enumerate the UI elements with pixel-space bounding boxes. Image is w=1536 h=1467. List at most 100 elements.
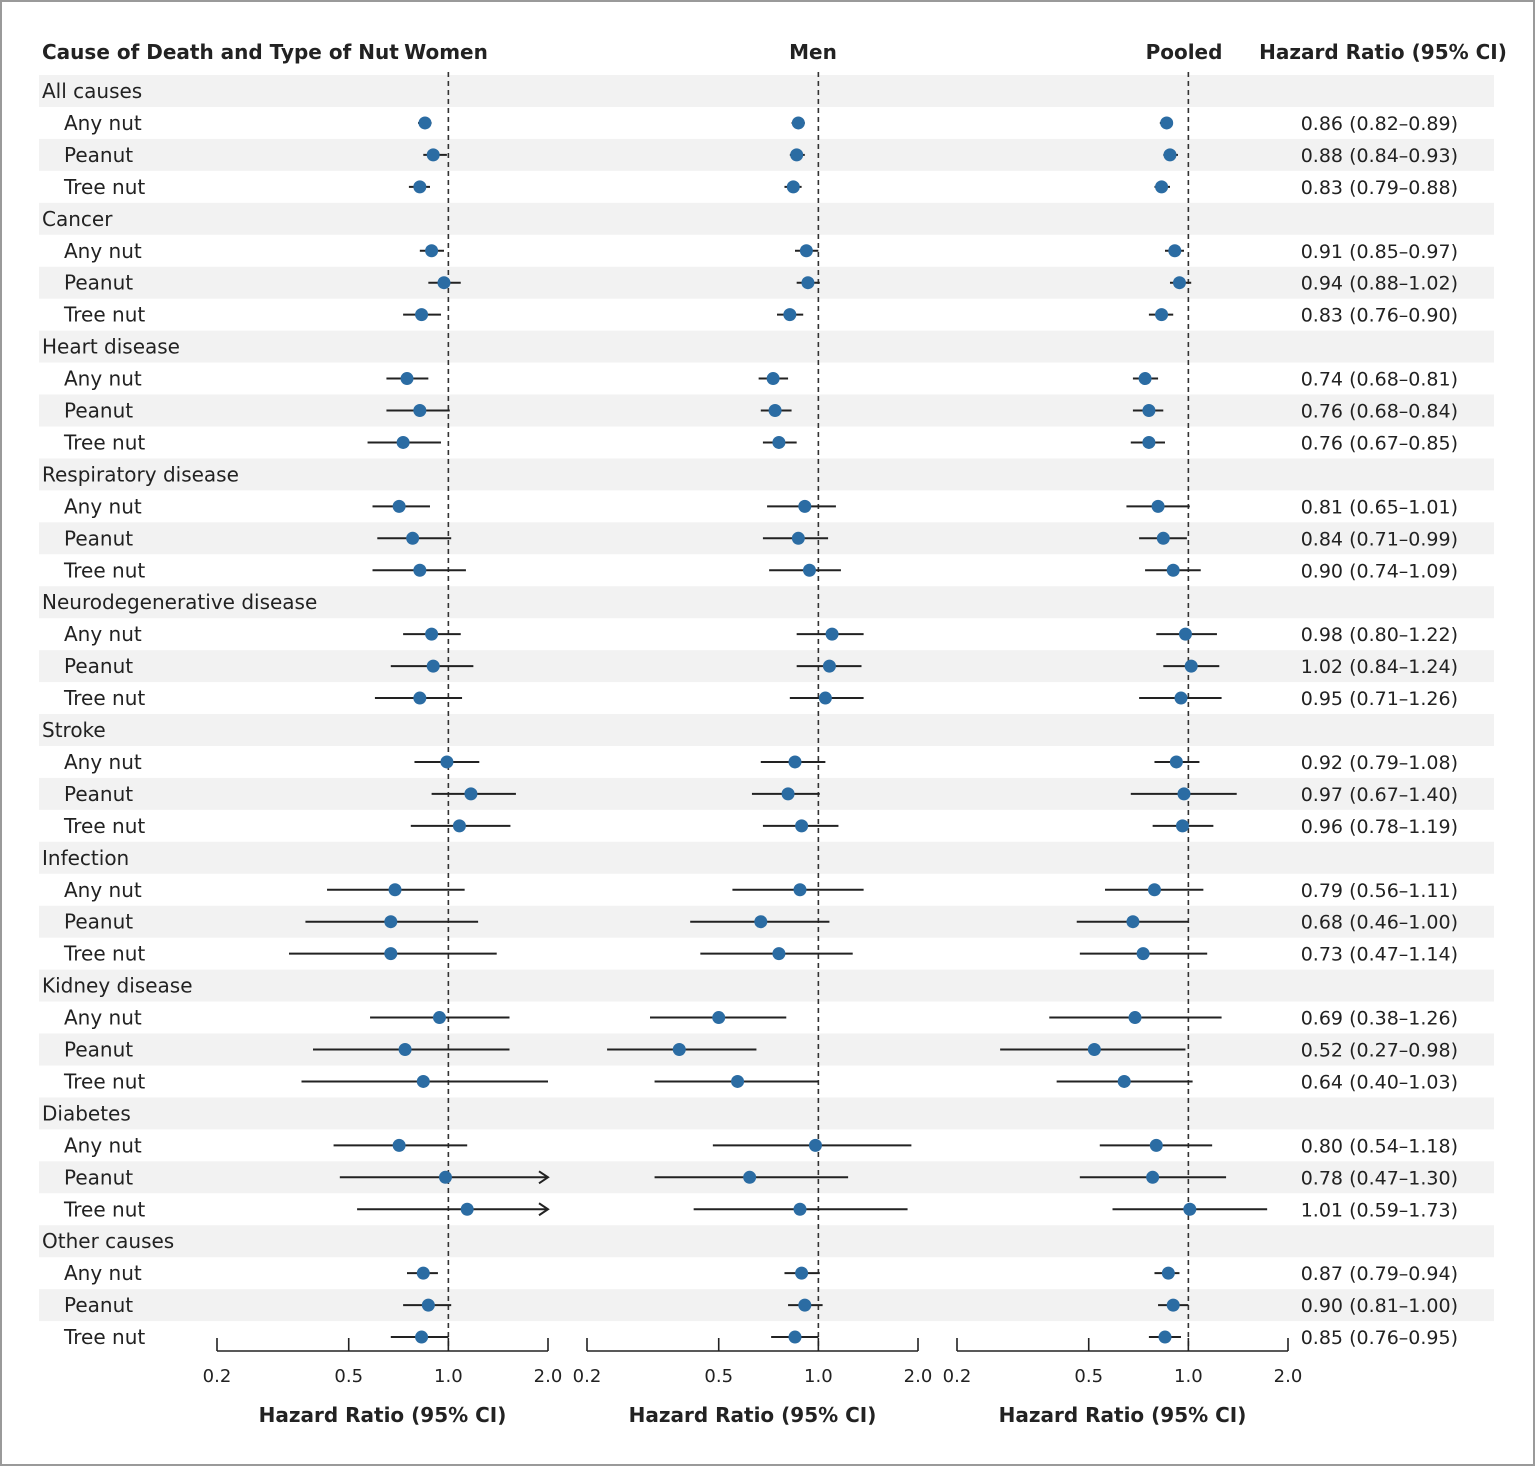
row-band (39, 266, 1494, 299)
point-estimate-men (825, 627, 839, 641)
point-estimate-pooled (1175, 819, 1189, 833)
point-estimate-men (790, 148, 804, 162)
point-estimate-men (808, 1138, 822, 1152)
point-estimate-men (818, 691, 832, 705)
point-estimate-men (822, 659, 836, 673)
hazard-ratio-text: 0.76 (0.67–0.85) (1301, 432, 1458, 454)
group-label: Kidney disease (42, 974, 193, 998)
point-estimate-women (438, 1170, 452, 1184)
point-estimate-men (788, 1330, 802, 1344)
hazard-ratio-text: 0.90 (0.74–1.09) (1301, 560, 1458, 582)
point-estimate-pooled (1147, 883, 1161, 897)
point-estimate-pooled (1142, 404, 1156, 417)
hazard-ratio-text: 0.86 (0.82–0.89) (1301, 113, 1458, 135)
x-tick-label: 2.0 (1274, 1366, 1303, 1387)
group-label: Other causes (42, 1229, 174, 1253)
point-estimate-men (786, 180, 800, 194)
point-estimate-pooled (1128, 1011, 1142, 1025)
hazard-ratio-text: 0.87 (0.79–0.94) (1301, 1263, 1458, 1285)
row-band (39, 75, 1494, 107)
x-tick-label: 0.2 (203, 1366, 232, 1387)
point-estimate-pooled (1161, 1266, 1175, 1280)
x-tick-label: 1.0 (1174, 1366, 1203, 1387)
nut-type-label: Peanut (64, 1293, 133, 1317)
nut-type-label: Peanut (64, 271, 133, 295)
nut-type-label: Any nut (64, 494, 142, 518)
x-tick-label: 1.0 (804, 1366, 833, 1387)
hazard-ratio-text: 0.98 (0.80–1.22) (1301, 624, 1458, 646)
point-estimate-pooled (1155, 308, 1169, 322)
point-estimate-men (791, 531, 805, 545)
point-estimate-pooled (1155, 180, 1169, 194)
row-band (39, 1289, 1494, 1322)
group-label: Diabetes (42, 1101, 131, 1125)
hazard-ratio-text: 0.83 (0.79–0.88) (1301, 177, 1458, 199)
point-estimate-pooled (1138, 372, 1152, 386)
point-estimate-women (452, 819, 466, 833)
point-estimate-men (768, 404, 782, 417)
point-estimate-men (799, 244, 813, 258)
nut-type-label: Any nut (64, 750, 142, 774)
hazard-ratio-text: 0.78 (0.47–1.30) (1301, 1167, 1458, 1189)
point-estimate-pooled (1160, 116, 1174, 130)
point-estimate-pooled (1169, 755, 1183, 769)
x-axis-label-pooled: Hazard Ratio (95% CI) (999, 1403, 1247, 1427)
point-estimate-men (798, 499, 812, 513)
point-estimate-pooled (1183, 1202, 1197, 1216)
x-axis-label-women: Hazard Ratio (95% CI) (259, 1403, 507, 1427)
point-estimate-men (795, 1266, 809, 1280)
point-estimate-pooled (1184, 659, 1198, 673)
hazard-ratio-text: 1.02 (0.84–1.24) (1301, 656, 1458, 678)
row-labels: All causes Any nut 0.86 (0.82–0.89) Peanut 0… (42, 79, 1458, 1349)
point-estimate-women (384, 915, 398, 929)
nut-type-label: Tree nut (63, 303, 145, 327)
point-estimate-men (781, 787, 795, 801)
hazard-ratio-text: 0.88 (0.84–0.93) (1301, 145, 1458, 167)
point-estimate-women (440, 755, 454, 769)
x-axes: 0.2 0.5 1.0 2.0 Hazard Ratio (95% CI) 0.2 0.5 1… (203, 1338, 1303, 1427)
point-estimate-women (398, 1043, 412, 1056)
nut-type-label: Peanut (64, 143, 133, 167)
point-estimate-men (793, 1202, 807, 1216)
point-estimate-pooled (1151, 499, 1165, 513)
group-label: Respiratory disease (42, 462, 239, 486)
row-band (39, 458, 1494, 491)
point-estimate-women (464, 787, 478, 801)
header-men: Men (789, 40, 837, 64)
hazard-ratio-text: 0.83 (0.76–0.90) (1301, 305, 1458, 327)
x-tick-label: 0.5 (1074, 1366, 1103, 1387)
point-estimate-men (783, 308, 797, 322)
group-label: Neurodegenerative disease (42, 590, 317, 614)
x-tick-label: 0.5 (704, 1366, 733, 1387)
row-band (39, 330, 1494, 363)
group-label: Stroke (42, 718, 106, 742)
point-estimate-women (413, 563, 427, 577)
hazard-ratio-text: 0.80 (0.54–1.18) (1301, 1135, 1458, 1157)
row-band (39, 586, 1494, 619)
point-estimate-pooled (1136, 947, 1150, 961)
hazard-ratio-text: 0.85 (0.76–0.95) (1301, 1327, 1458, 1349)
point-estimate-women (392, 499, 406, 513)
point-estimate-women (425, 244, 439, 258)
header-pooled: Pooled (1146, 40, 1223, 64)
nut-type-label: Peanut (64, 526, 133, 550)
x-tick-label: 2.0 (534, 1366, 563, 1387)
ci-marks (288, 116, 1268, 1344)
hazard-ratio-text: 0.84 (0.71–0.99) (1301, 528, 1458, 550)
row-band (39, 650, 1494, 683)
nut-type-label: Peanut (64, 399, 133, 423)
point-estimate-men (766, 372, 780, 386)
point-estimate-women (392, 1138, 406, 1152)
point-estimate-women (415, 308, 429, 322)
point-estimate-men (731, 1074, 745, 1088)
nut-type-label: Tree nut (63, 814, 145, 838)
point-estimate-men (788, 755, 802, 769)
nut-type-label: Tree nut (63, 430, 145, 454)
nut-type-label: Peanut (64, 910, 133, 934)
point-estimate-women (400, 372, 414, 386)
x-tick-label: 0.2 (573, 1366, 602, 1387)
hazard-ratio-text: 1.01 (0.59–1.73) (1301, 1199, 1458, 1221)
nut-type-label: Tree nut (63, 1069, 145, 1093)
nut-type-label: Any nut (64, 367, 142, 391)
